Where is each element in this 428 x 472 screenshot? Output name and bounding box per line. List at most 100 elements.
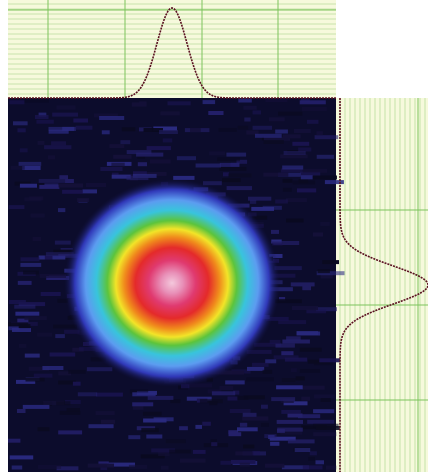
noise-streak xyxy=(37,140,45,145)
noise-streak xyxy=(320,274,333,279)
noise-streak xyxy=(32,237,42,241)
noise-streak xyxy=(270,273,296,278)
noise-streak xyxy=(280,430,303,435)
noise-streak xyxy=(18,324,31,329)
noise-streak xyxy=(43,401,65,405)
noise-streak xyxy=(277,427,303,432)
noise-streak xyxy=(260,422,270,427)
noise-streak xyxy=(107,462,135,467)
noise-streak xyxy=(160,111,180,116)
noise-streak xyxy=(141,428,159,433)
noise-streak xyxy=(19,148,28,153)
noise-streak xyxy=(275,343,295,348)
noise-streak xyxy=(238,98,252,103)
noise-streak xyxy=(209,151,226,156)
noise-streak xyxy=(58,208,66,213)
noise-streak xyxy=(143,128,163,132)
noise-streak xyxy=(255,133,282,138)
noise-streak xyxy=(301,396,310,401)
noise-streak xyxy=(48,129,69,134)
noise-streak xyxy=(45,252,74,257)
noise-streak xyxy=(280,154,308,159)
noise-streak xyxy=(302,465,323,470)
noise-streak xyxy=(40,292,61,296)
noise-streak xyxy=(219,166,247,171)
noise-streak xyxy=(243,105,257,110)
noise-streak xyxy=(275,299,302,304)
noise-streak xyxy=(279,297,286,301)
noise-streak xyxy=(281,465,309,470)
noise-streak xyxy=(199,399,223,404)
noise-streak xyxy=(320,221,330,226)
noise-streak xyxy=(211,391,236,396)
noise-streak xyxy=(316,131,323,136)
noise-streak xyxy=(86,183,106,187)
noise-streak xyxy=(167,101,191,106)
noise-streak xyxy=(270,441,280,446)
noise-streak xyxy=(290,368,297,373)
noise-streak xyxy=(281,378,296,382)
noise-streak xyxy=(162,138,173,143)
noise-streak xyxy=(51,141,66,146)
noise-streak xyxy=(307,359,331,364)
noise-streak xyxy=(55,334,65,339)
noise-streak xyxy=(210,439,217,444)
noise-streak xyxy=(58,371,72,376)
noise-streak xyxy=(307,119,319,124)
noise-streak xyxy=(282,178,293,183)
noise-streak xyxy=(261,404,268,409)
noise-streak xyxy=(228,432,242,437)
noise-streak xyxy=(37,427,50,432)
noise-streak xyxy=(95,411,115,416)
noise-streak xyxy=(101,130,110,135)
noise-streak xyxy=(24,316,47,321)
noise-streak xyxy=(313,423,339,428)
noise-streak xyxy=(143,418,167,423)
noise-streak xyxy=(72,381,81,386)
noise-streak xyxy=(36,119,54,124)
noise-streak xyxy=(276,385,303,390)
noise-streak xyxy=(75,125,93,130)
noise-streak xyxy=(17,318,29,323)
noise-streak xyxy=(297,188,317,193)
noise-streak xyxy=(120,140,131,145)
noise-streak xyxy=(139,101,147,106)
noise-streak xyxy=(17,280,32,285)
noise-streak xyxy=(49,352,76,357)
noise-streak xyxy=(20,262,42,267)
noise-streak xyxy=(185,383,212,388)
beam-spot xyxy=(64,179,280,387)
noise-streak xyxy=(65,179,74,183)
noise-streak xyxy=(247,366,265,371)
noise-streak xyxy=(239,462,250,467)
noise-streak xyxy=(264,434,277,439)
noise-streak xyxy=(13,121,28,126)
noise-streak xyxy=(159,130,178,134)
noise-streak xyxy=(56,105,76,110)
noise-streak xyxy=(100,167,123,171)
noise-streak xyxy=(109,144,125,149)
noise-streak xyxy=(140,454,165,459)
noise-streak xyxy=(28,366,49,371)
noise-streak xyxy=(133,171,147,176)
noise-streak xyxy=(287,413,303,418)
noise-streak xyxy=(308,456,315,461)
noise-streak xyxy=(24,353,40,358)
noise-streak xyxy=(53,324,77,329)
noise-streak xyxy=(274,266,302,271)
noise-streak xyxy=(82,189,97,194)
noise-streak xyxy=(195,424,202,429)
noise-streak xyxy=(252,362,269,367)
noise-streak xyxy=(300,171,321,176)
noise-streak xyxy=(58,380,76,385)
noise-streak xyxy=(9,455,34,460)
noise-streak xyxy=(273,355,299,360)
noise-streak xyxy=(252,450,260,455)
noise-streak xyxy=(254,342,282,347)
noise-streak xyxy=(98,461,109,466)
noise-streak xyxy=(133,173,157,178)
noise-streak xyxy=(243,395,265,400)
noise-streak xyxy=(176,156,196,161)
noise-streak xyxy=(281,351,294,356)
noise-streak xyxy=(244,117,251,122)
